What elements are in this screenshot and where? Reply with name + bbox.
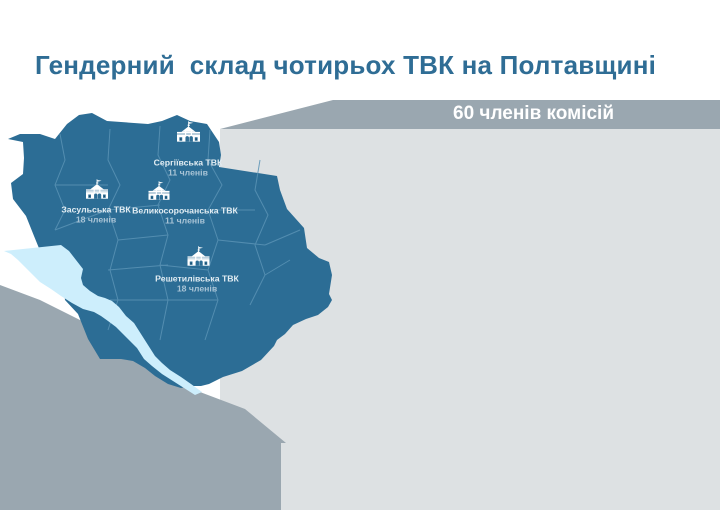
svg-text:11 членів: 11 членів	[165, 215, 205, 225]
svg-text:Сергіївська ТВК: Сергіївська ТВК	[154, 158, 223, 168]
svg-text:Засульська ТВК: Засульська ТВК	[61, 205, 131, 215]
svg-text:Решетилівська ТВК: Решетилівська ТВК	[155, 274, 239, 284]
svg-text:11 членів: 11 членів	[168, 167, 208, 177]
svg-text:Великосорочанська ТВК: Великосорочанська ТВК	[132, 206, 238, 216]
svg-text:18 членів: 18 членів	[177, 283, 217, 293]
svg-text:18 членів: 18 членів	[76, 214, 116, 224]
